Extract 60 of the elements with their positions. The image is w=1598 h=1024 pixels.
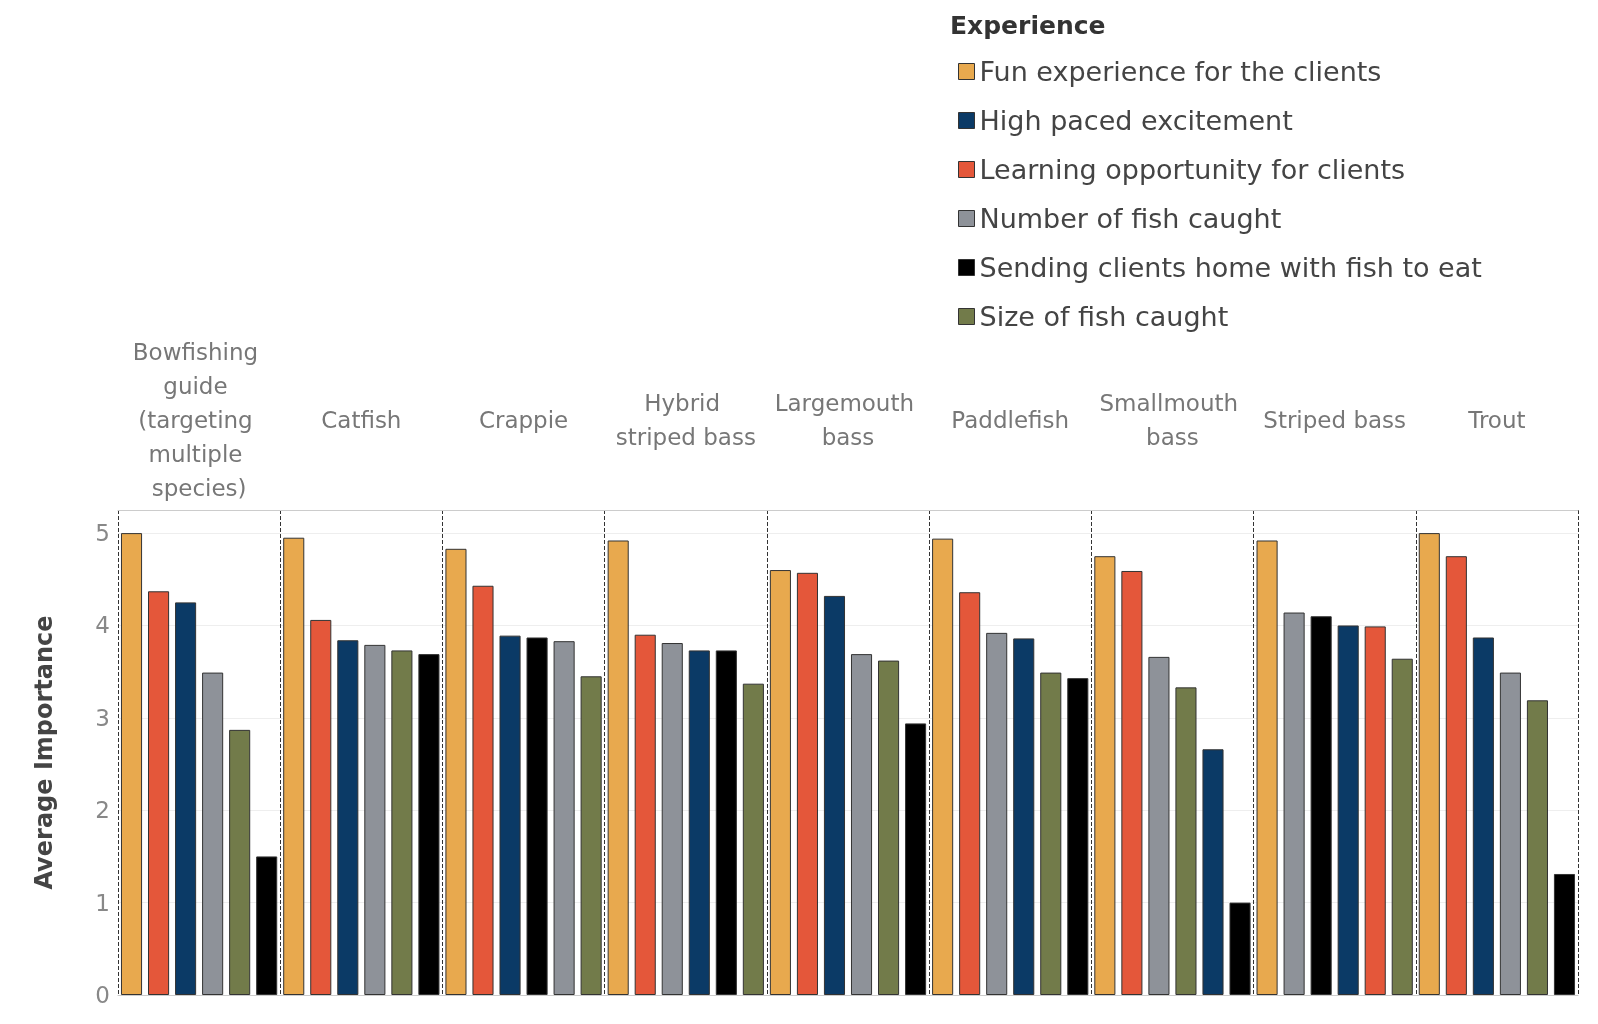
bar [959,592,981,995]
legend-label: High paced excitement [979,105,1293,136]
bar [932,538,954,995]
y-tick-label: 4 [95,612,110,639]
y-axis-title: Average Importance [30,615,58,890]
bar [1040,672,1062,995]
bar [1526,700,1548,995]
bar [310,619,332,995]
bar [850,654,873,995]
x-tick-label: Hybrid striped bass [615,390,756,450]
x-tick-label: Striped bass [1263,407,1407,433]
legend-title: Experience [950,11,1106,40]
legend-label: Learning opportunity for clients [979,154,1406,185]
bar [175,602,197,995]
x-tick-label: Bowfishing guide (targeting multiple species) [132,339,266,501]
y-tick-label: 2 [95,797,110,824]
bar [796,572,818,995]
y-tick-label: 3 [95,704,110,731]
y-tick-label: 0 [95,982,110,1008]
x-tick-label: Smallmouth bass [1099,390,1246,450]
bar [878,660,900,995]
x-tick-label: Largemouth bass [774,390,922,450]
bar [148,591,170,995]
bar [905,723,927,995]
bar [1418,533,1440,995]
bar [202,672,224,995]
bar [1445,556,1467,995]
bar [120,533,143,995]
bar [364,644,386,995]
bar [445,548,467,995]
bar [256,856,278,995]
bar [1472,637,1494,995]
bar [499,635,521,995]
bar [472,585,494,995]
bar [1256,540,1278,995]
bar [769,570,791,995]
legend-label: Sending clients home with fish to eat [979,252,1482,283]
y-tick-label: 1 [95,889,110,916]
legend-label: Number of fish caught [979,203,1282,234]
bar [1067,678,1089,995]
x-tick-label: Crappie [478,407,569,433]
bar [1121,570,1143,995]
bar [823,595,846,995]
bar [607,540,629,995]
x-tick-label: Trout [1467,407,1526,433]
legend-label: Size of fish caught [979,301,1229,332]
bar [229,729,251,995]
bar [634,634,656,995]
bar [1229,902,1251,995]
bar [337,640,359,995]
bar [391,650,413,995]
bar [283,537,305,995]
x-tick-label: Catfish [321,407,402,433]
y-tick-label: 5 [95,520,110,547]
bar [1553,873,1576,995]
bar [1499,672,1521,995]
bar [1094,556,1116,995]
bar [418,654,440,995]
legend-label: Fun experience for the clients [979,56,1382,87]
x-tick-label: Paddlefish [951,407,1070,433]
